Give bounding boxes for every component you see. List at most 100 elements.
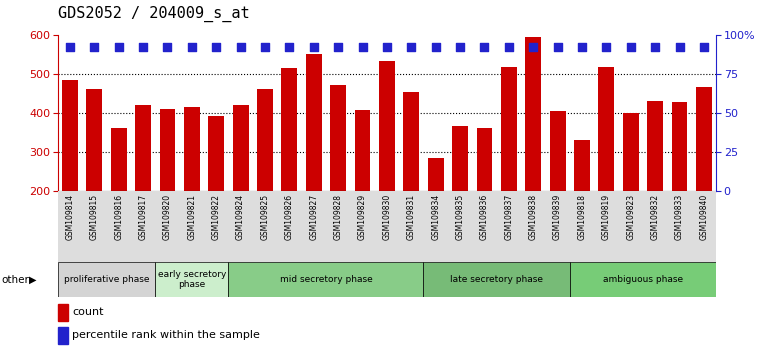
Text: GSM109836: GSM109836 (480, 194, 489, 240)
Bar (598, 67, 614, 191)
Bar (452, 126, 468, 191)
Point (405, 44, 417, 50)
Bar (326, 191, 350, 262)
Text: GSM109833: GSM109833 (675, 194, 684, 240)
Point (137, 44, 149, 50)
Bar (618, 191, 643, 262)
Point (283, 44, 296, 50)
Text: proliferative phase: proliferative phase (64, 275, 149, 284)
Bar (330, 85, 346, 191)
Bar (355, 110, 370, 191)
Text: GSM109831: GSM109831 (407, 194, 416, 240)
Text: GSM109837: GSM109837 (504, 194, 514, 240)
Bar (156, 262, 229, 297)
Point (430, 44, 442, 50)
Bar (131, 191, 156, 262)
Bar (82, 191, 106, 262)
Bar (424, 262, 570, 297)
Bar (58, 327, 69, 344)
Point (307, 44, 320, 50)
Point (380, 44, 393, 50)
Point (576, 44, 588, 50)
Text: late secretory phase: late secretory phase (450, 275, 543, 284)
Text: ▶: ▶ (29, 275, 37, 285)
Bar (668, 191, 691, 262)
Bar (229, 262, 424, 297)
Text: GSM109828: GSM109828 (333, 194, 343, 240)
Bar (501, 67, 517, 191)
Point (88, 44, 100, 50)
Bar (111, 128, 126, 191)
Point (112, 44, 125, 50)
Bar (403, 92, 419, 191)
Text: GSM109821: GSM109821 (187, 194, 196, 240)
Point (503, 44, 515, 50)
Bar (648, 101, 663, 191)
Text: GSM109839: GSM109839 (553, 194, 562, 240)
Bar (159, 109, 176, 191)
Bar (282, 68, 297, 191)
Bar (574, 140, 590, 191)
Bar (86, 89, 102, 191)
Text: GSM109822: GSM109822 (212, 194, 221, 240)
Point (649, 44, 661, 50)
Point (601, 44, 613, 50)
Bar (204, 191, 229, 262)
Text: early secretory
phase: early secretory phase (158, 270, 226, 289)
Bar (233, 105, 249, 191)
Text: GSM109834: GSM109834 (431, 194, 440, 240)
Text: other: other (2, 275, 29, 285)
Text: ambiguous phase: ambiguous phase (603, 275, 683, 284)
Text: count: count (72, 307, 104, 318)
Text: GSM109818: GSM109818 (578, 194, 587, 240)
Bar (58, 262, 156, 297)
Bar (58, 191, 82, 262)
Bar (136, 105, 151, 191)
Bar (570, 262, 716, 297)
Text: GSM109824: GSM109824 (236, 194, 245, 240)
Bar (156, 191, 179, 262)
Bar (179, 191, 204, 262)
Bar (375, 191, 399, 262)
Bar (643, 191, 668, 262)
Text: GSM109819: GSM109819 (602, 194, 611, 240)
Point (332, 44, 344, 50)
Text: GSM109815: GSM109815 (90, 194, 99, 240)
Bar (62, 80, 78, 191)
Bar (302, 191, 326, 262)
Bar (350, 191, 375, 262)
Point (210, 44, 223, 50)
Point (478, 44, 490, 50)
Bar (691, 191, 716, 262)
Bar (399, 191, 424, 262)
Point (186, 44, 198, 50)
Point (624, 44, 637, 50)
Text: GSM109827: GSM109827 (310, 194, 318, 240)
Bar (570, 191, 594, 262)
Bar (525, 37, 541, 191)
Bar (58, 304, 69, 321)
Point (64, 44, 76, 50)
Bar (106, 191, 131, 262)
Point (234, 44, 246, 50)
Text: GSM109826: GSM109826 (285, 194, 294, 240)
Bar (257, 89, 273, 191)
Text: percentile rank within the sample: percentile rank within the sample (72, 330, 260, 341)
Text: GSM109835: GSM109835 (456, 194, 464, 240)
Point (698, 44, 710, 50)
Bar (448, 191, 472, 262)
Bar (671, 102, 688, 191)
Bar (277, 191, 302, 262)
Text: GSM109823: GSM109823 (626, 194, 635, 240)
Bar (253, 191, 277, 262)
Text: GSM109820: GSM109820 (163, 194, 172, 240)
Bar (379, 62, 395, 191)
Text: GSM109840: GSM109840 (699, 194, 708, 240)
Point (259, 44, 271, 50)
Bar (477, 128, 492, 191)
Text: GDS2052 / 204009_s_at: GDS2052 / 204009_s_at (58, 5, 249, 22)
Point (357, 44, 369, 50)
Text: GSM109829: GSM109829 (358, 194, 367, 240)
Bar (497, 191, 521, 262)
Point (527, 44, 539, 50)
